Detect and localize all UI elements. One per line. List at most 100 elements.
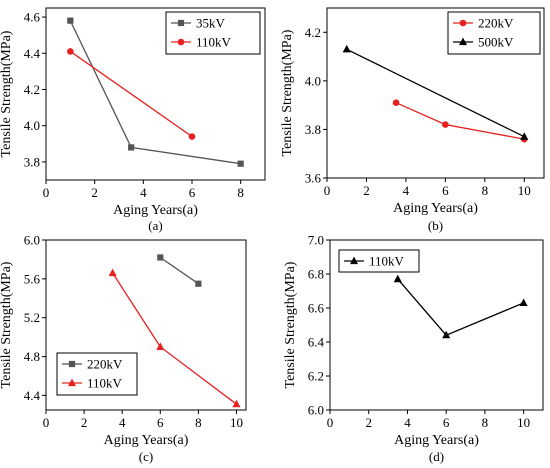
- legend-marker: [177, 19, 185, 27]
- data-point: [67, 48, 74, 55]
- legend-entry: 220kV: [87, 357, 123, 372]
- y-tick-label: 3.8: [24, 154, 40, 169]
- legend-box: [447, 11, 541, 55]
- x-tick-label: 0: [327, 415, 334, 430]
- x-tick-label: 4: [119, 415, 126, 430]
- legend-entry: 110kV: [87, 376, 123, 391]
- x-tick-label: 6: [442, 183, 449, 198]
- data-point: [188, 133, 196, 140]
- y-tick-label: 6.6: [308, 301, 325, 316]
- y-tick-label: 4.2: [24, 82, 40, 97]
- x-tick-label: 2: [363, 183, 370, 198]
- y-tick-label: 6.2: [308, 369, 324, 384]
- series-line: [159, 256, 199, 285]
- legend-entry: 35kV: [196, 16, 226, 31]
- legend-marker: [459, 19, 467, 27]
- y-tick-label: 6.0: [308, 403, 324, 418]
- x-tick-label: 8: [482, 415, 489, 430]
- x-tick-label: 2: [81, 415, 88, 430]
- x-tick-label: 10: [517, 415, 530, 430]
- x-tick-label: 8: [237, 185, 244, 200]
- series-line: [397, 278, 524, 336]
- x-tick-label: 10: [518, 183, 531, 198]
- y-tick-label: 4.4: [24, 388, 41, 403]
- x-axis-label: Aging Years(a): [394, 433, 479, 448]
- y-axis-label: Tensile Strength(MPa): [0, 30, 14, 157]
- x-tick-label: 4: [404, 415, 411, 430]
- y-tick-label: 6.0: [24, 233, 40, 248]
- x-tick-label: 8: [195, 415, 202, 430]
- legend-marker: [67, 378, 77, 387]
- data-point: [393, 274, 402, 283]
- series-line: [346, 48, 525, 138]
- panel-label: (c): [139, 449, 153, 464]
- y-tick-label: 4.0: [305, 73, 321, 88]
- x-tick-label: 0: [43, 185, 50, 200]
- x-tick-label: 2: [91, 185, 98, 200]
- plot-frame: [45, 7, 266, 181]
- data-point: [232, 399, 241, 408]
- chart-panel: 0 2 4 6 8 10 4.4 4.8 5.2 5.6 6.0 Aging Years(a) Tens…: [0, 233, 247, 464]
- y-axis-label: Tensile Strength(MPa): [0, 261, 14, 388]
- x-tick-label: 4: [403, 183, 410, 198]
- y-tick-label: 6.8: [308, 267, 324, 282]
- x-tick-label: 8: [482, 183, 489, 198]
- plot-frame: [326, 7, 545, 179]
- legend-entry: 500kV: [478, 35, 514, 50]
- x-tick-label: 0: [43, 415, 50, 430]
- panel-label: (d): [429, 449, 444, 464]
- data-point: [442, 121, 449, 128]
- data-point: [128, 144, 135, 151]
- data-point: [392, 99, 400, 107]
- chart-panel: 0 2 4 6 8 3.8 4.0 4.2 4.4 4.6 Aging Years(a) Tensil…: [0, 7, 266, 233]
- legend-marker: [68, 360, 76, 368]
- x-tick-label: 0: [324, 183, 331, 198]
- series-line: [69, 50, 193, 138]
- x-axis-label: Aging Years(a): [113, 203, 198, 218]
- y-tick-label: 6.4: [308, 335, 325, 350]
- y-tick-label: 5.6: [24, 271, 41, 286]
- y-axis-label: Tensile Strength(MPa): [283, 261, 298, 388]
- x-tick-label: 2: [365, 415, 372, 430]
- legend-marker: [458, 37, 468, 46]
- legend-entry: 220kV: [478, 16, 514, 31]
- legend-box: [56, 352, 138, 396]
- y-tick-label: 4.0: [24, 118, 40, 133]
- data-point: [520, 132, 529, 140]
- y-axis-label: Tensile Strength(MPa): [280, 29, 295, 156]
- data-point: [156, 342, 165, 350]
- x-tick-label: 6: [443, 415, 450, 430]
- plot-frame: [329, 239, 544, 411]
- y-tick-label: 4.8: [24, 349, 40, 364]
- data-point: [67, 17, 74, 24]
- data-point: [108, 268, 117, 277]
- y-tick-label: 5.2: [24, 310, 40, 325]
- chart-panel: 0 2 4 6 8 10 6.0 6.2 6.4 6.6 6.8 7.0 Aging Years(a) T…: [283, 233, 544, 464]
- y-tick-label: 7.0: [308, 233, 324, 248]
- data-point: [195, 280, 202, 287]
- legend-marker: [349, 256, 359, 265]
- legend-entry: 110kV: [369, 254, 405, 269]
- data-point: [442, 330, 451, 339]
- series-line: [395, 102, 525, 140]
- y-tick-label: 3.6: [305, 171, 322, 186]
- legend-box: [165, 11, 261, 55]
- y-tick-label: 4.6: [24, 10, 41, 25]
- legend-entry: 110kV: [196, 35, 232, 50]
- x-axis-label: Aging Years(a): [393, 201, 478, 216]
- legend-marker: [177, 38, 185, 46]
- y-tick-label: 4.4: [24, 46, 41, 61]
- data-point: [519, 298, 528, 306]
- x-tick-label: 6: [157, 415, 164, 430]
- legend-box: [338, 249, 420, 273]
- x-tick-label: 4: [140, 185, 147, 200]
- data-point: [157, 254, 164, 261]
- data-point: [237, 160, 244, 167]
- panel-label: (a): [148, 218, 162, 233]
- x-tick-label: 10: [230, 415, 243, 430]
- chart-panel: 0 2 4 6 8 10 3.6 3.8 4.0 4.2 Aging Years(a) Tensile…: [280, 7, 545, 233]
- x-axis-label: Aging Years(a): [104, 433, 189, 448]
- y-tick-label: 4.2: [305, 25, 321, 40]
- data-point: [342, 44, 351, 53]
